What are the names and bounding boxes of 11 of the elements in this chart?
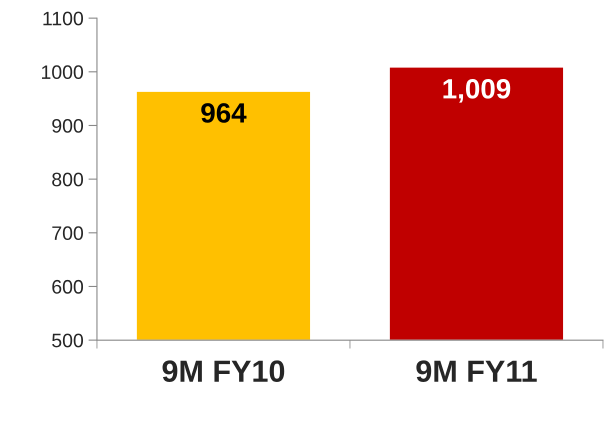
y-tick-label: 900 bbox=[52, 118, 84, 133]
y-tick-label: 800 bbox=[52, 172, 84, 186]
y-tick-label: 1000 bbox=[42, 65, 84, 80]
y-tick-label: 700 bbox=[52, 226, 84, 240]
data-label: 1,009 bbox=[443, 78, 510, 103]
y-tick-label: 1100 bbox=[43, 12, 84, 26]
y-tick-label: 500 bbox=[52, 334, 84, 348]
x-tick-label: 9M FY10 bbox=[162, 360, 284, 382]
y-tick-label: 600 bbox=[52, 280, 84, 294]
data-label: 964 bbox=[201, 103, 246, 123]
x-tick-label: 9M FY11 bbox=[416, 360, 537, 382]
